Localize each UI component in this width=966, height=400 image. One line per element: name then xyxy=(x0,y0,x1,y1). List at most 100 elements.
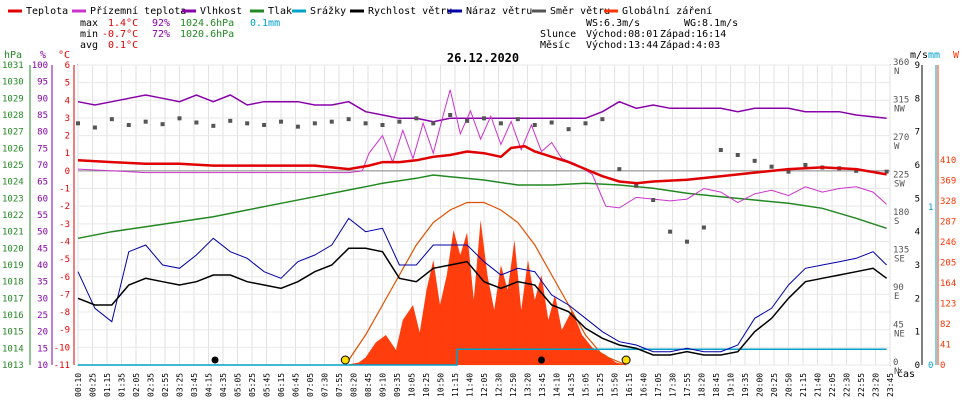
tick-x: 16:40 xyxy=(640,373,649,397)
wind-direction-point xyxy=(143,119,148,124)
tick-pct: 50 xyxy=(37,228,48,238)
tick-x: 11:15 xyxy=(451,373,460,397)
wind-direction-point xyxy=(380,123,385,127)
tick-w: 410 xyxy=(940,156,956,166)
tick-x: 02:05 xyxy=(132,373,141,397)
tick-dir-value: 90 xyxy=(893,283,904,293)
tick-x: 06:15 xyxy=(277,373,286,397)
tick-dir-value: 180 xyxy=(893,208,909,218)
moonset-marker xyxy=(211,356,219,364)
wind-direction-point xyxy=(532,123,537,127)
tick-x: 08:20 xyxy=(350,373,359,397)
info-sunset: Západ:16:14 xyxy=(660,28,726,40)
wind-direction-point xyxy=(431,121,436,126)
tick-temp: -10 xyxy=(54,343,70,353)
tick-x: 03:25 xyxy=(176,373,185,397)
tick-pct: 35 xyxy=(37,278,48,288)
tick-hpa: 1016 xyxy=(2,311,24,321)
tick-temp: -6 xyxy=(59,273,70,283)
tick-x: 19:35 xyxy=(741,373,750,397)
series-wind-speed xyxy=(77,247,888,356)
tick-w: 205 xyxy=(940,259,956,269)
tick-temp: 5 xyxy=(65,79,70,89)
wind-direction-point xyxy=(884,169,889,174)
tick-mm: 0 xyxy=(928,361,933,371)
tick-pct: 25 xyxy=(37,311,48,321)
tick-temp: 6 xyxy=(65,61,70,71)
series-ground-temp xyxy=(77,89,887,209)
wind-direction-point xyxy=(566,127,571,132)
tick-x: 20:50 xyxy=(785,373,794,397)
axis-x-label: čas xyxy=(897,368,915,380)
info-wg: WG:8.1m/s xyxy=(684,18,738,29)
stat-max-label: max xyxy=(80,18,98,29)
tick-x: 20:25 xyxy=(770,373,779,397)
stats-panel: max 1.4°C 92% 1024.6hPa 0.1mm min -0.7°C… xyxy=(80,18,280,51)
wind-direction-point xyxy=(414,116,419,121)
axis-mm-label: mm xyxy=(928,50,940,61)
wind-direction-point xyxy=(245,121,250,126)
tick-w: 246 xyxy=(940,238,956,248)
tick-x: 01:35 xyxy=(118,373,127,397)
wind-direction-point xyxy=(617,167,622,172)
tick-hpa: 1029 xyxy=(2,94,24,104)
wind-direction-point xyxy=(549,120,554,125)
tick-pct: 20 xyxy=(37,328,48,338)
tick-x: 21:40 xyxy=(814,373,823,397)
tick-w: 287 xyxy=(940,218,956,228)
axis-hpa-label: hPa xyxy=(4,50,22,61)
tick-pct: 85 xyxy=(37,111,48,121)
tick-dir-label: SE xyxy=(894,255,905,265)
stat-avg-label: avg xyxy=(80,40,98,51)
tick-mm: 1 xyxy=(928,203,933,213)
wind-direction-point xyxy=(363,121,368,126)
series-humidity xyxy=(77,94,887,123)
tick-temp: 0 xyxy=(65,167,70,177)
info-moonset: Západ:4:03 xyxy=(660,39,720,51)
series-global-radiation xyxy=(345,220,627,365)
wind-direction-point xyxy=(769,164,774,169)
tick-ms: 5 xyxy=(915,194,920,204)
wind-direction-point xyxy=(92,125,97,130)
tick-dir-value: 135 xyxy=(893,246,909,256)
wind-direction-point xyxy=(498,121,503,126)
tick-dir-label: S xyxy=(894,217,899,227)
tick-x: 04:15 xyxy=(205,373,214,397)
tick-temp: -4 xyxy=(59,237,70,247)
wind-direction-point xyxy=(515,117,520,122)
stat-max-temp: 1.4°C xyxy=(108,18,138,29)
tick-hpa: 1027 xyxy=(2,128,24,138)
wind-direction-point xyxy=(262,123,267,127)
tick-x: 12:05 xyxy=(480,373,489,397)
stat-min-hum: 72% xyxy=(152,29,170,40)
tick-x: 22:55 xyxy=(857,373,866,397)
legend-label: Tlak xyxy=(268,6,292,17)
tick-x: 10:05 xyxy=(408,373,417,397)
wind-direction-point xyxy=(346,117,351,122)
wind-direction-point xyxy=(685,239,689,244)
series-pressure xyxy=(77,174,887,240)
tick-x: 17:05 xyxy=(654,373,663,397)
info-ws: WS:6.3m/s xyxy=(586,18,640,29)
tick-x: 00:10 xyxy=(74,373,83,397)
sunrise-marker xyxy=(340,355,350,365)
tick-x: 09:35 xyxy=(393,373,402,397)
tick-hpa: 1028 xyxy=(2,111,24,121)
wind-direction-point xyxy=(211,123,216,128)
tick-dir-label: NE xyxy=(894,330,905,340)
tick-temp: -3 xyxy=(59,220,70,230)
stat-min-label: min xyxy=(80,29,98,40)
tick-dir-label: N xyxy=(894,67,899,77)
wind-direction-point xyxy=(312,121,317,126)
tick-x: 21:15 xyxy=(799,373,808,397)
axis-pct-label: % xyxy=(40,50,46,61)
tick-dir-value: 225 xyxy=(893,171,909,181)
tick-w: 123 xyxy=(940,300,956,310)
tick-pct: 45 xyxy=(37,244,48,254)
tick-dir-label: SW xyxy=(894,180,905,190)
wind-direction-point xyxy=(228,118,233,123)
legend-label: Teplota xyxy=(26,6,68,17)
info-moon-label: Měsíc xyxy=(540,39,570,51)
series-rain xyxy=(78,348,887,366)
tick-x: 13:45 xyxy=(538,373,547,397)
